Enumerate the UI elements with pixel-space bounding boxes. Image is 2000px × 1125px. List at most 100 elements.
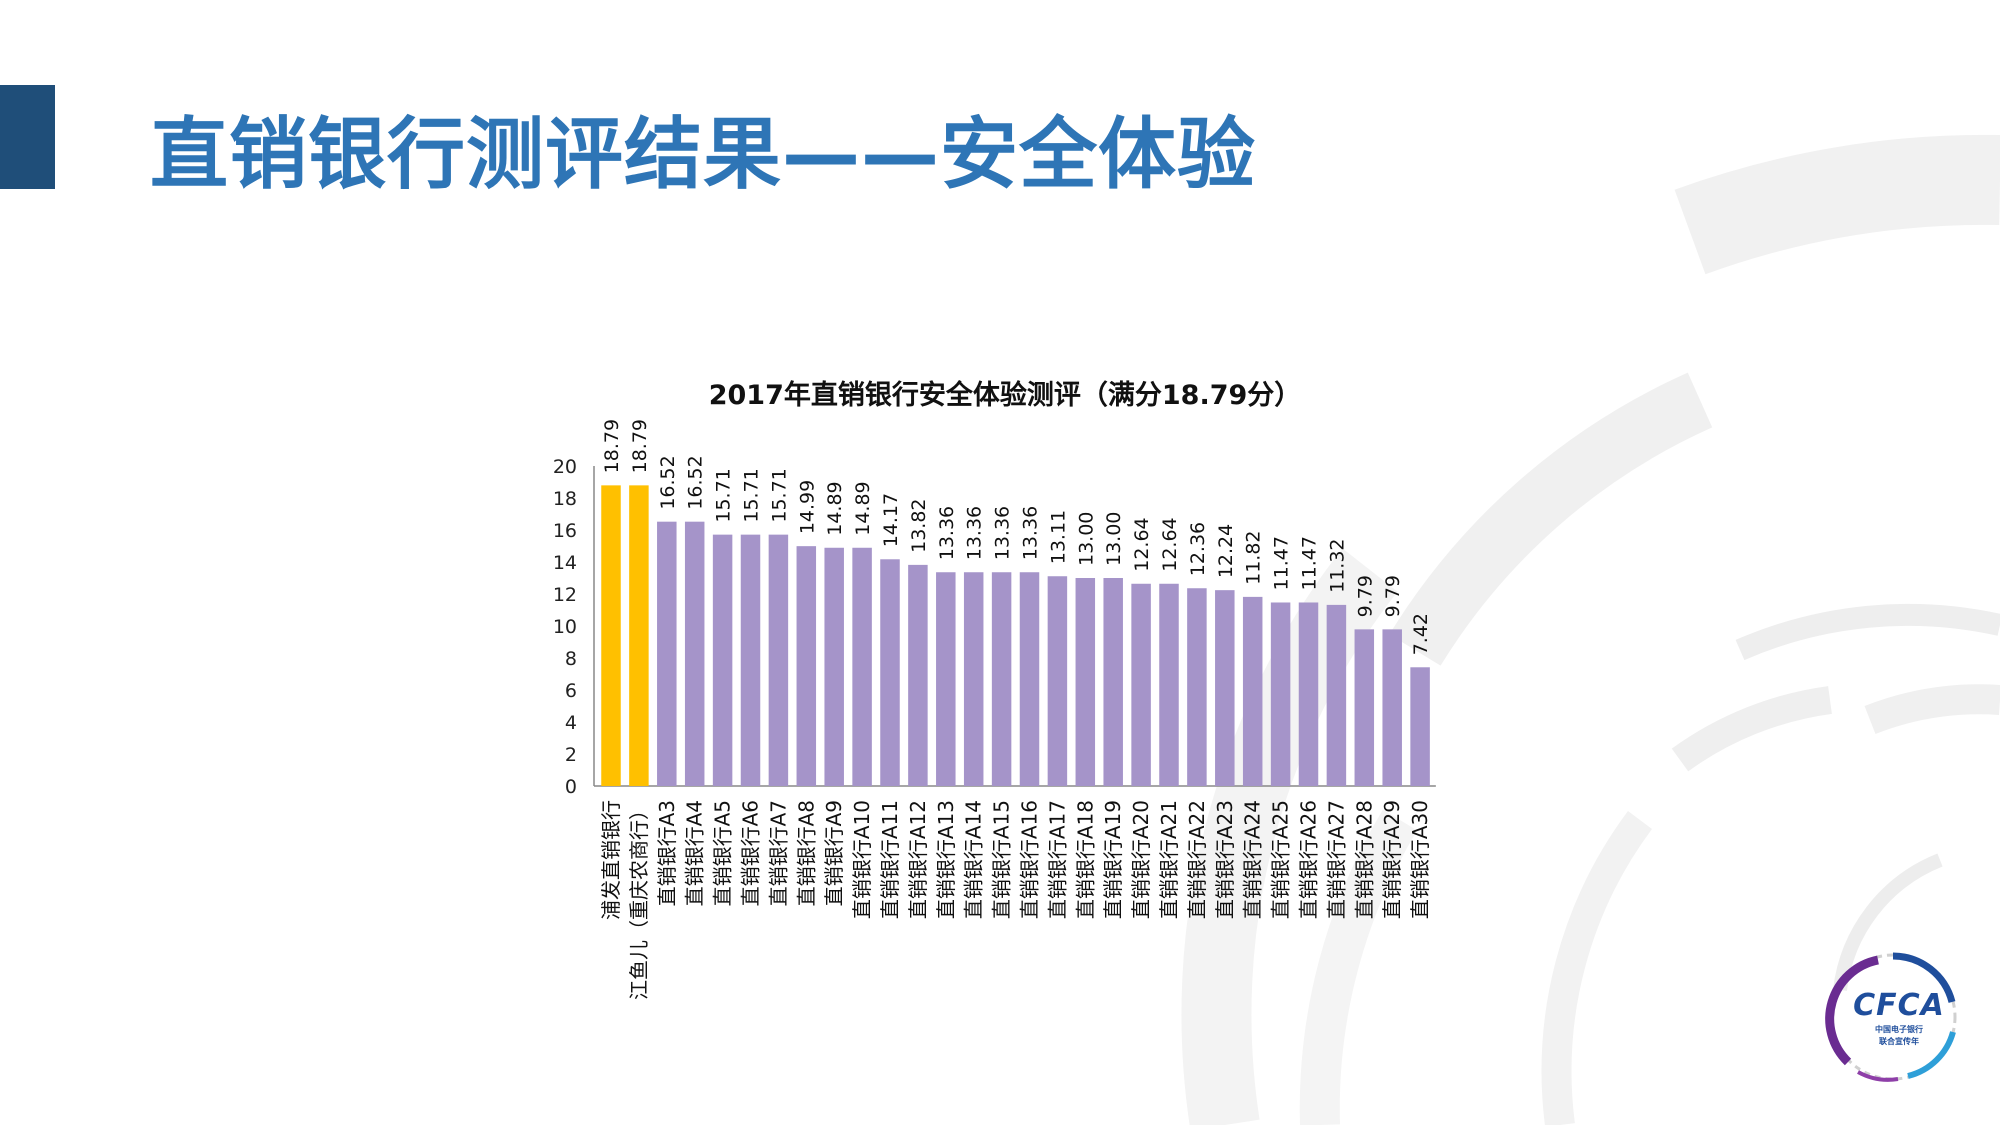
- value-label: 13.00: [1075, 512, 1097, 566]
- value-label: 13.36: [964, 506, 986, 560]
- category-label: 直销银行A19: [1101, 800, 1125, 919]
- logo-text: CFCA: [1853, 988, 1945, 1023]
- value-label: 12.24: [1215, 524, 1237, 578]
- value-label: 12.64: [1159, 517, 1181, 571]
- value-label: 18.79: [601, 419, 623, 473]
- bar: [1326, 604, 1347, 786]
- bar: [657, 521, 677, 786]
- category-label: 直销银行A26: [1297, 800, 1321, 919]
- bar: [712, 534, 733, 786]
- value-label: 16.52: [657, 455, 679, 509]
- logo-subtitle-2: 联合宣传年: [1879, 1037, 1919, 1046]
- value-label: 11.82: [1243, 530, 1265, 584]
- category-label: 直销银行A22: [1185, 800, 1209, 919]
- value-label: 11.47: [1299, 536, 1321, 590]
- category-label: 直销银行A4: [683, 800, 707, 906]
- value-label: 12.36: [1187, 522, 1209, 576]
- y-tick-label: 18: [553, 488, 577, 510]
- category-label: 直销银行A5: [711, 800, 735, 906]
- bar: [1187, 588, 1207, 786]
- logo-subtitle-1: 中国电子银行: [1875, 1025, 1923, 1034]
- category-label: 直销银行A18: [1073, 800, 1097, 919]
- value-label: 16.52: [685, 455, 707, 509]
- value-label: 15.71: [768, 468, 790, 522]
- value-label: 13.36: [1020, 506, 1042, 560]
- category-label: 直销银行A21: [1157, 800, 1181, 919]
- bar: [796, 546, 817, 786]
- value-label: 15.71: [741, 468, 763, 522]
- value-label: 9.79: [1382, 575, 1404, 617]
- category-label: 直销银行A9: [822, 800, 846, 906]
- cfca-logo: [1825, 952, 1957, 1082]
- y-tick-label: 20: [553, 456, 577, 478]
- value-label: 14.89: [852, 481, 874, 535]
- bar: [1242, 596, 1263, 786]
- y-tick-label: 4: [565, 712, 577, 734]
- category-labels: 浦发直销银行 江鱼儿（重庆农商行） 直销银行A3 直销银行A4 直销银行A5 直销银行A6…: [599, 800, 1432, 1000]
- value-label: 15.71: [713, 468, 735, 522]
- bar: [991, 572, 1012, 786]
- bar: [936, 572, 956, 786]
- bar: [1019, 572, 1040, 786]
- bar: [601, 485, 621, 786]
- bar: [629, 485, 649, 786]
- value-label: 14.17: [880, 493, 902, 547]
- bar: [1159, 583, 1179, 786]
- category-label: 直销银行A30: [1408, 800, 1432, 919]
- title-accent-bar: [0, 85, 55, 189]
- category-label: 直销银行A27: [1324, 800, 1348, 919]
- category-label: 直销银行A3: [655, 800, 679, 906]
- y-axis: 0 2 4 6 8 10 12 14 16 18 20: [553, 456, 1436, 798]
- bar: [880, 559, 900, 786]
- value-label: 13.36: [992, 506, 1014, 560]
- bar: [1215, 590, 1235, 786]
- value-label: 13.82: [908, 498, 930, 552]
- category-label: 直销银行A13: [934, 800, 958, 919]
- bar: [1047, 576, 1068, 786]
- category-label: 直销银行A16: [1018, 800, 1042, 919]
- bar: [1075, 578, 1096, 786]
- bar: [768, 534, 789, 786]
- bars: [601, 485, 1430, 786]
- y-tick-label: 14: [553, 552, 577, 574]
- bar: [1410, 667, 1430, 786]
- bar: [1131, 583, 1151, 786]
- y-tick-label: 10: [553, 616, 577, 638]
- value-label: 13.00: [1103, 512, 1125, 566]
- page-title: 直销银行测评结果——安全体验: [150, 110, 1257, 200]
- bar: [1298, 602, 1319, 786]
- category-label: 直销银行A11: [878, 800, 902, 919]
- category-label: 直销银行A14: [962, 800, 986, 919]
- bar: [1382, 629, 1402, 786]
- category-label: 直销银行A28: [1352, 800, 1376, 919]
- category-label: 直销银行A17: [1045, 800, 1069, 919]
- value-label: 12.64: [1131, 517, 1153, 571]
- y-tick-label: 6: [565, 680, 577, 702]
- category-label: 直销银行A12: [906, 800, 930, 919]
- category-label: 直销银行A10: [850, 800, 874, 919]
- category-label: 江鱼儿（重庆农商行）: [627, 800, 651, 1000]
- value-label: 11.47: [1271, 536, 1293, 590]
- y-tick-label: 2: [565, 744, 577, 766]
- value-label: 14.99: [796, 480, 818, 534]
- category-label: 浦发直销银行: [599, 800, 623, 920]
- bar: [1270, 602, 1291, 786]
- bar: [852, 547, 872, 786]
- bar: [1103, 578, 1123, 786]
- bar: [684, 521, 705, 786]
- category-label: 直销银行A25: [1269, 800, 1293, 919]
- y-tick-label: 16: [553, 520, 577, 542]
- y-tick-label: 0: [565, 776, 577, 798]
- value-label: 13.11: [1047, 510, 1069, 564]
- y-tick-label: 12: [553, 584, 577, 606]
- bar: [963, 572, 984, 786]
- category-label: 直销银行A29: [1380, 800, 1404, 919]
- bar: [824, 547, 844, 786]
- category-label: 直销银行A6: [739, 800, 763, 906]
- category-label: 直销银行A15: [990, 800, 1014, 919]
- category-label: 直销银行A24: [1241, 800, 1265, 919]
- chart-title: 2017年直销银行安全体验测评（满分18.79分）: [709, 379, 1302, 411]
